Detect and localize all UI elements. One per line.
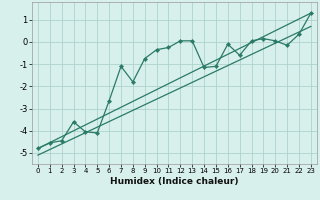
X-axis label: Humidex (Indice chaleur): Humidex (Indice chaleur) <box>110 177 239 186</box>
